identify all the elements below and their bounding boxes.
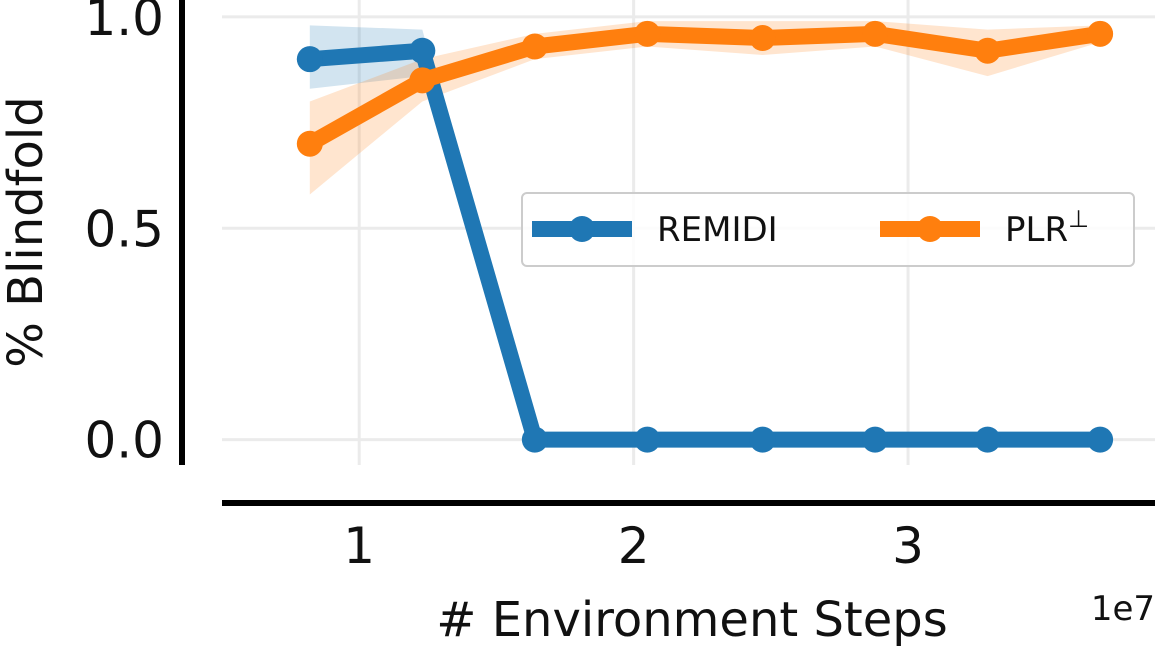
point-plr: [634, 20, 661, 47]
legend-label-plr-superscript: ⊥: [1068, 205, 1089, 233]
point-remidi: [862, 426, 889, 453]
legend-label-remidi: REMIDI: [657, 210, 778, 250]
point-remidi: [634, 426, 661, 453]
point-remidi: [974, 426, 1001, 453]
band-remidi: [309, 25, 1101, 440]
point-remidi: [409, 37, 436, 64]
point-plr: [1087, 20, 1114, 47]
point-remidi: [296, 46, 323, 73]
y-tick-label: 1.0: [84, 0, 164, 47]
point-plr: [296, 130, 323, 157]
point-remidi: [749, 426, 776, 453]
x-tick-labels: 1 2 3: [343, 517, 924, 575]
point-plr: [749, 25, 776, 52]
legend-label-plr: PLR⊥: [1005, 205, 1089, 250]
legend-marker-plr: [917, 216, 943, 242]
x-tick-label: 2: [618, 517, 650, 575]
legend: REMIDI PLR⊥: [521, 192, 1135, 267]
confidence-bands: [309, 21, 1101, 440]
point-plr: [862, 20, 889, 47]
point-plr: [974, 37, 1001, 64]
y-tick-label: 0.0: [84, 412, 164, 470]
y-tick-label: 0.5: [84, 200, 164, 258]
point-plr: [521, 33, 548, 60]
legend-marker-remidi: [569, 216, 595, 242]
series-markers: [296, 20, 1114, 453]
series-lines: [301, 25, 1109, 448]
x-tick-label: 3: [892, 517, 924, 575]
point-plr: [409, 67, 436, 94]
band-plr: [309, 21, 1101, 195]
x-axis-offset-label: 1e7: [1091, 589, 1155, 629]
line-plr: [301, 25, 1109, 152]
legend-box: [521, 192, 1135, 267]
line-remidi: [301, 42, 1109, 448]
x-axis-label: # Environment Steps: [436, 592, 948, 648]
point-remidi: [521, 426, 548, 453]
point-remidi: [1087, 426, 1114, 453]
y-axis-label: % Blindfold: [0, 96, 54, 367]
y-tick-labels: 0.0 0.5 1.0: [84, 0, 164, 470]
x-tick-label: 1: [343, 517, 375, 575]
